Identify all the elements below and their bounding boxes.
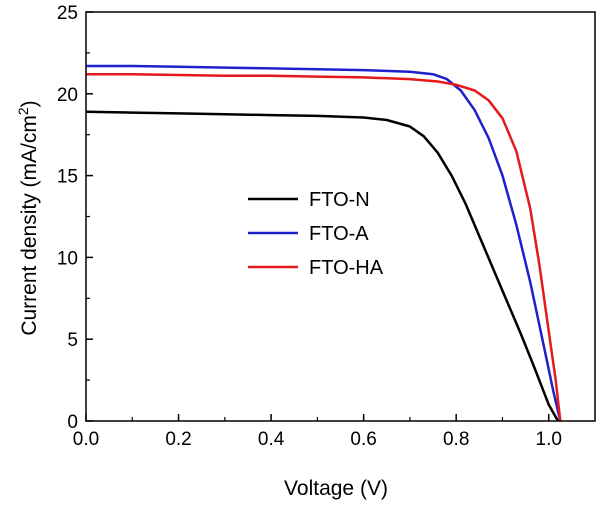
legend-label-fto-n: FTO-N — [309, 189, 370, 211]
x-axis-title: Voltage (V) — [284, 477, 388, 500]
y-tick-label: 20 — [57, 85, 78, 106]
series-line-fto-a — [86, 64, 562, 422]
x-tick-label: 0.6 — [350, 429, 376, 450]
series-line-fto-ha — [86, 72, 562, 422]
y-axis-title: Current density (mA/cm2) — [15, 100, 41, 335]
legend-label-fto-a: FTO-A — [309, 223, 369, 245]
y-tick-label: 10 — [57, 248, 78, 269]
y-tick-label: 0 — [67, 412, 78, 433]
legend: FTO-N FTO-A FTO-HA — [248, 189, 384, 279]
x-axis-ticks: 0.0 0.2 0.4 0.6 0.8 1.0 — [73, 414, 562, 450]
x-tick-label: 0.8 — [443, 429, 469, 450]
legend-label-fto-ha: FTO-HA — [309, 257, 384, 279]
series-layer — [85, 64, 562, 422]
series-line-fto-n — [85, 110, 560, 422]
y-axis-title-main: Current density (mA/cm — [18, 115, 41, 336]
y-axis-title-close: ) — [18, 100, 41, 107]
x-tick-label: 0.4 — [258, 429, 285, 450]
x-tick-label: 0.0 — [73, 429, 99, 450]
y-tick-label: 15 — [57, 167, 78, 188]
y-tick-label: 5 — [67, 330, 78, 351]
x-tick-label: 1.0 — [536, 429, 562, 450]
x-tick-label: 0.2 — [165, 429, 191, 450]
y-axis-ticks: 0 5 10 15 20 25 — [57, 3, 93, 433]
plot-frame — [85, 11, 596, 422]
y-tick-label: 25 — [57, 3, 78, 24]
y-axis-title-sup: 2 — [15, 107, 31, 115]
